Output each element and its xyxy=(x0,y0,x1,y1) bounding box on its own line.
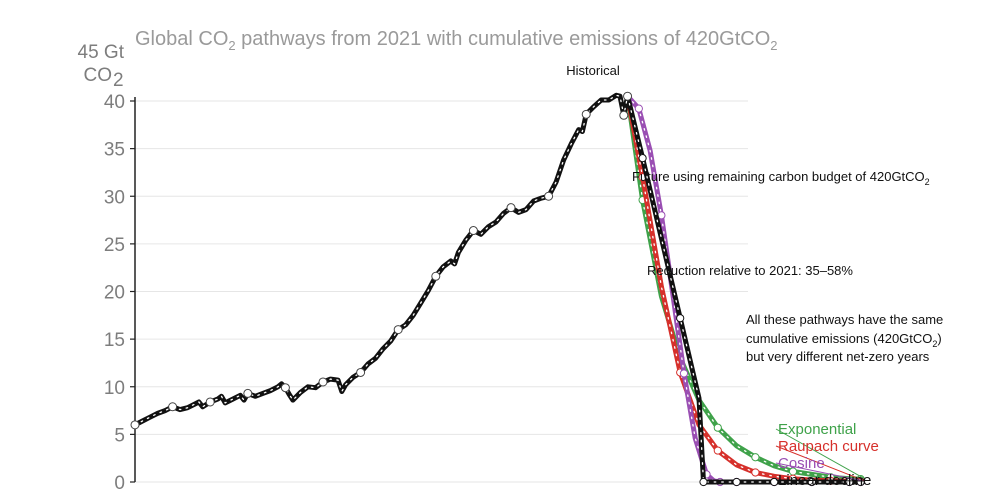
y-tick-label: 35 xyxy=(104,140,125,161)
historical-line xyxy=(132,92,631,428)
historical-point xyxy=(280,383,290,393)
legend-label-exponential: Exponential xyxy=(778,421,856,438)
y-tick-label: 25 xyxy=(104,235,125,256)
annotation-note-line2: cumulative emissions (420GtCO2) xyxy=(746,331,942,349)
legend-label-raupach-curve: Raupach curve xyxy=(778,438,879,455)
historical-dots xyxy=(134,94,629,426)
historical-point xyxy=(318,377,328,387)
series-point-linear-decline xyxy=(770,477,779,487)
historical-point xyxy=(506,203,516,213)
series-point-linear-decline xyxy=(699,477,708,487)
y-tick-label: 20 xyxy=(104,283,125,304)
y-axis-label-unit: CO xyxy=(84,65,113,86)
historical-point xyxy=(130,420,140,430)
series-point-cosine xyxy=(679,369,689,378)
legend-label-cosine: Cosine xyxy=(778,455,825,472)
historical-point xyxy=(356,367,366,377)
series-point-raupach-curve xyxy=(751,468,760,477)
series-dots-exponential xyxy=(626,95,862,480)
y-axis-label-unit-sub: 2 xyxy=(113,70,124,91)
y-ticks: 0 5 10 15 20 25 30 35 40 xyxy=(104,92,135,494)
chart-title: Global CO2 pathways from 2021 with cumul… xyxy=(135,28,778,53)
series-point-exponential xyxy=(713,423,722,432)
annotation-note-line1: All these pathways have the same xyxy=(746,312,943,327)
historical-layer xyxy=(130,91,633,430)
legend-connector-linear-decline xyxy=(775,479,864,482)
historical-point xyxy=(243,388,253,398)
historical-point xyxy=(168,402,178,412)
historical-point xyxy=(205,397,215,407)
legend-label-linear-decline: Linear decline xyxy=(778,472,871,489)
series-point-linear-decline xyxy=(732,477,741,487)
y-axis-label: 45 Gt xyxy=(78,42,125,63)
series-point-raupach-curve xyxy=(713,446,722,455)
historical-point xyxy=(623,91,633,101)
y-tick-label: 5 xyxy=(114,425,125,446)
annotation-historical: Historical xyxy=(566,63,620,78)
annotation-future: Future using remaining carbon budget of … xyxy=(632,169,930,187)
historical-point xyxy=(544,191,554,201)
y-tick-label: 15 xyxy=(104,330,125,351)
series-point-linear-decline xyxy=(676,314,685,323)
legend-connector-cosine xyxy=(775,462,864,482)
annotation-reduction: Reduction relative to 2021: 35–58% xyxy=(647,263,853,278)
historical-point xyxy=(393,325,403,335)
grid xyxy=(135,100,748,483)
y-tick-label: 10 xyxy=(104,378,125,399)
legend-connector-raupach-curve xyxy=(775,445,864,481)
y-tick-label: 30 xyxy=(104,187,125,208)
historical-point xyxy=(431,271,441,281)
annotation-note-line3: but very different net-zero years xyxy=(746,349,930,364)
y-tick-label: 40 xyxy=(104,92,125,113)
series-point-cosine xyxy=(634,104,643,113)
legend-connector-exponential xyxy=(775,428,864,479)
series-point-exponential xyxy=(751,453,760,462)
historical-point xyxy=(468,226,478,236)
historical-point xyxy=(619,110,629,120)
series-point-linear-decline xyxy=(638,154,647,163)
y-tick-label: 0 xyxy=(114,473,125,494)
historical-point xyxy=(581,109,591,119)
